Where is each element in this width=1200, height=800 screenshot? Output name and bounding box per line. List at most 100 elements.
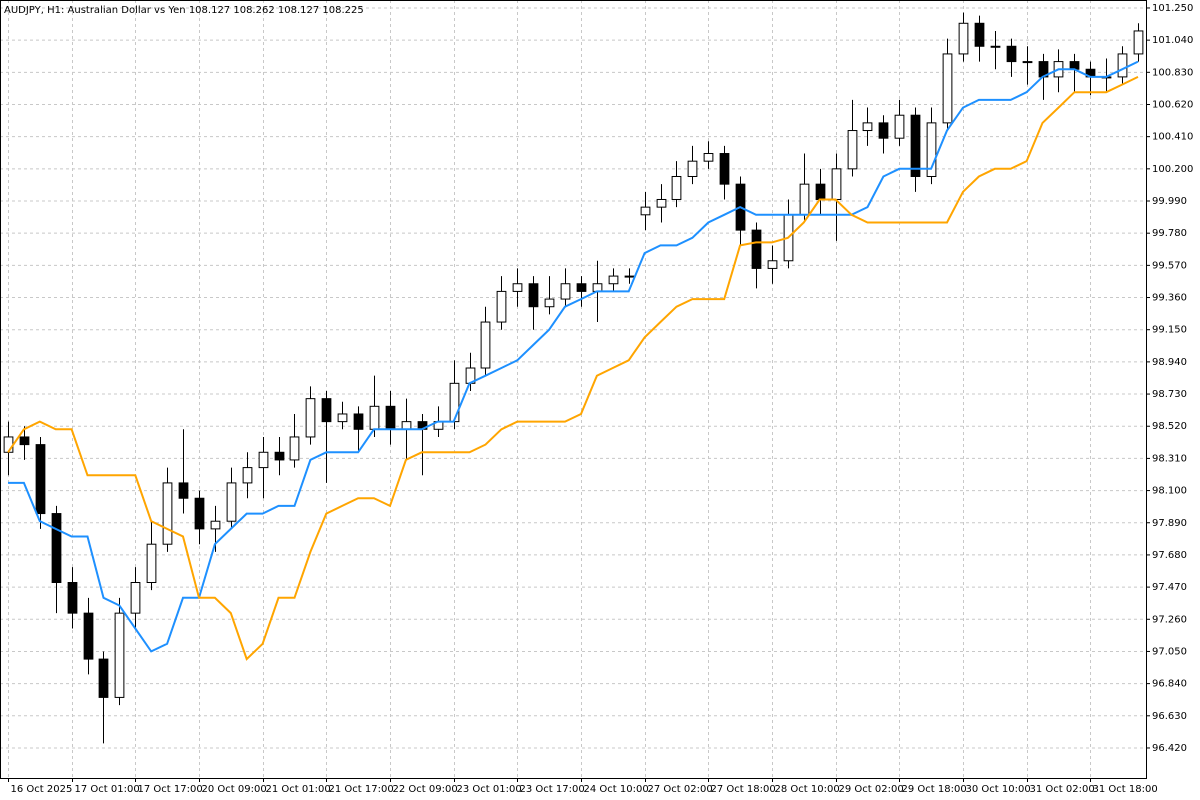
candle-body bbox=[210, 520, 221, 530]
candle-body bbox=[894, 114, 905, 139]
x-tick-label: 27 Oct 02:00 bbox=[648, 784, 713, 795]
x-tick-label: 20 Oct 09:00 bbox=[202, 784, 267, 795]
candle-body bbox=[958, 22, 969, 55]
candle-body bbox=[512, 283, 523, 292]
candle-body bbox=[19, 436, 30, 446]
candle-body bbox=[847, 130, 858, 170]
y-tick-label: 99.990 bbox=[1152, 196, 1187, 207]
candle-body bbox=[671, 175, 682, 200]
x-tick-label: 21 Oct 17:00 bbox=[329, 784, 394, 795]
candle-body bbox=[815, 183, 826, 200]
overlay-line bbox=[8, 60, 1139, 653]
plot-frame bbox=[0, 0, 1147, 779]
overlay-line bbox=[7, 75, 1139, 661]
candle-body bbox=[51, 513, 62, 584]
y-tick-label: 99.780 bbox=[1152, 228, 1187, 239]
x-tick-label: 23 Oct 01:00 bbox=[457, 784, 522, 795]
candle-body bbox=[990, 45, 1001, 48]
candle-body bbox=[194, 497, 205, 530]
candle-body bbox=[401, 421, 412, 430]
y-tick-label: 98.940 bbox=[1152, 357, 1187, 368]
candle-body bbox=[592, 283, 603, 292]
candle-body bbox=[862, 122, 873, 132]
grid bbox=[0, 0, 1146, 778]
y-tick-label: 100.830 bbox=[1152, 67, 1193, 78]
candle-body bbox=[974, 22, 985, 47]
candle-body bbox=[162, 482, 173, 545]
candle-body bbox=[67, 582, 78, 614]
x-tick-label: 29 Oct 18:00 bbox=[902, 784, 967, 795]
candle-body bbox=[226, 482, 237, 522]
y-tick-label: 98.310 bbox=[1152, 453, 1187, 464]
y-tick-label: 98.730 bbox=[1152, 389, 1187, 400]
candle-body bbox=[831, 168, 842, 200]
y-tick-label: 99.360 bbox=[1152, 293, 1187, 304]
y-tick-label: 97.050 bbox=[1152, 646, 1187, 657]
y-tick-label: 100.200 bbox=[1152, 164, 1193, 175]
x-tick-label: 16 Oct 2025 bbox=[11, 784, 73, 795]
candle-body bbox=[321, 398, 332, 423]
candle-body bbox=[337, 413, 348, 423]
y-tick-label: 98.100 bbox=[1152, 486, 1187, 497]
candle-body bbox=[353, 413, 364, 430]
candle-body bbox=[305, 398, 316, 438]
x-tick-label: 17 Oct 17:00 bbox=[138, 784, 203, 795]
candle-body bbox=[576, 283, 587, 292]
candle-body bbox=[528, 283, 539, 308]
y-tick-label: 101.040 bbox=[1152, 35, 1193, 46]
candle-body bbox=[98, 658, 109, 698]
y-tick-label: 97.680 bbox=[1152, 550, 1187, 561]
candle-body bbox=[703, 153, 714, 162]
candle-body bbox=[480, 321, 491, 369]
y-tick-label: 97.890 bbox=[1152, 518, 1187, 529]
x-tick-label: 31 Oct 18:00 bbox=[1093, 784, 1158, 795]
candle-body bbox=[1006, 45, 1017, 63]
y-tick-label: 96.840 bbox=[1152, 679, 1187, 690]
y-tick-label: 96.420 bbox=[1152, 743, 1187, 754]
x-tick-label: 21 Oct 01:00 bbox=[266, 784, 331, 795]
candle-body bbox=[258, 451, 269, 469]
candle-body bbox=[926, 122, 937, 177]
x-tick-label: 28 Oct 10:00 bbox=[775, 784, 840, 795]
candle-body bbox=[35, 444, 46, 515]
candle-body bbox=[449, 382, 460, 423]
y-tick-label: 97.260 bbox=[1152, 614, 1187, 625]
candle-body bbox=[496, 290, 507, 323]
candle-body bbox=[687, 160, 698, 177]
candle-body bbox=[242, 467, 253, 484]
y-tick-label: 100.620 bbox=[1152, 99, 1193, 110]
x-tick-label: 31 Oct 02:00 bbox=[1030, 784, 1095, 795]
candle-body bbox=[624, 275, 635, 278]
x-tick-label: 27 Oct 18:00 bbox=[711, 784, 776, 795]
y-tick-label: 96.630 bbox=[1152, 711, 1187, 722]
candle-body bbox=[544, 298, 555, 308]
candle-body bbox=[910, 114, 921, 177]
candle-body bbox=[130, 582, 141, 614]
candle-body bbox=[751, 229, 762, 269]
x-tick-label: 30 Oct 10:00 bbox=[966, 784, 1031, 795]
x-tick-label: 29 Oct 02:00 bbox=[839, 784, 904, 795]
candle-body bbox=[289, 436, 300, 461]
candle-body bbox=[1133, 30, 1144, 55]
y-tick-label: 97.470 bbox=[1152, 582, 1187, 593]
x-tick-label: 23 Oct 17:00 bbox=[520, 784, 585, 795]
y-tick-label: 100.410 bbox=[1152, 132, 1193, 143]
candle-body bbox=[369, 405, 380, 430]
candle-body bbox=[274, 451, 285, 461]
candle-body bbox=[146, 543, 157, 584]
candle-body bbox=[1022, 61, 1033, 64]
candle-body bbox=[656, 198, 667, 208]
y-tick-label: 99.150 bbox=[1152, 325, 1187, 336]
marks bbox=[3, 12, 1144, 744]
candle-body bbox=[83, 612, 94, 660]
y-tick-label: 99.570 bbox=[1152, 260, 1187, 271]
candle-body bbox=[878, 122, 889, 139]
candle-body bbox=[178, 482, 189, 499]
x-tick-label: 24 Oct 10:00 bbox=[584, 784, 649, 795]
x-tick-label: 17 Oct 01:00 bbox=[75, 784, 140, 795]
y-tick-label: 101.250 bbox=[1152, 3, 1193, 14]
candle-body bbox=[608, 275, 619, 285]
y-tick-label: 98.520 bbox=[1152, 421, 1187, 432]
